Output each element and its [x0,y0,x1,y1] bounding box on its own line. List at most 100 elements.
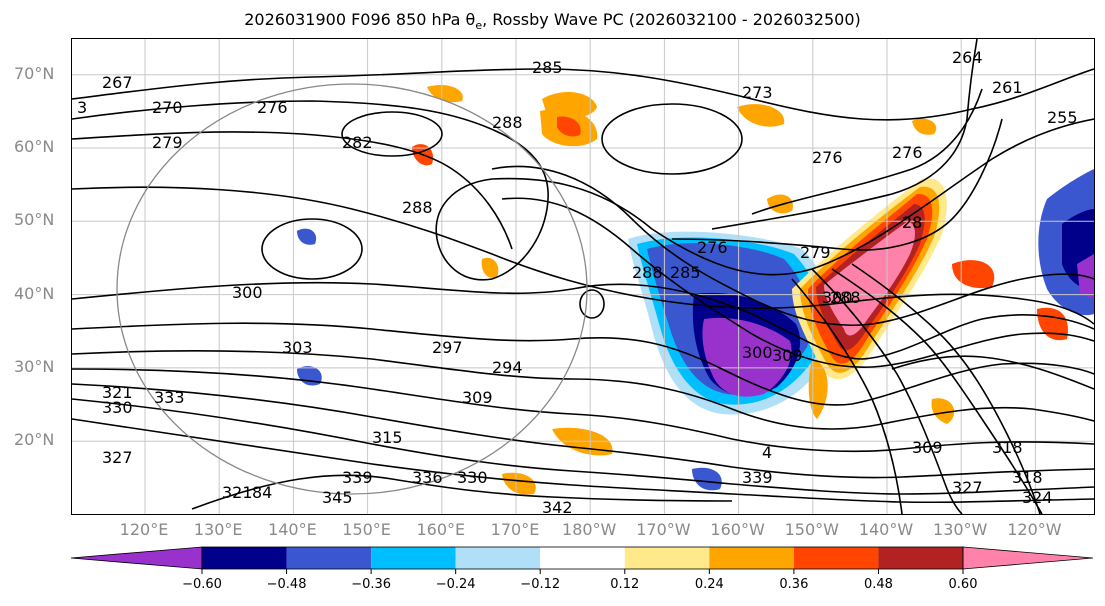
contour-label: 273 [742,83,773,102]
contour-line [501,197,1094,369]
lat-label: 50°N [14,210,55,230]
colorbar-band [371,547,456,569]
contour-line [891,355,1094,390]
contour-closed-low [601,103,743,175]
contour-line [711,39,978,230]
colorbar-tick-label: −0.24 [435,577,476,592]
contour-label: 28 [902,213,922,232]
lat-label: 40°N [14,283,55,303]
contour-label: 339 [742,468,773,487]
colorbar-tick-label: −0.12 [520,577,561,592]
contour-label: 330 [457,468,488,487]
lon-label: 170°E [490,520,540,539]
contour-label: 339 [342,468,373,487]
map-title: 2026031900 F096 850 hPa θe, Rossby Wave … [244,10,861,33]
contour-label: 270 [152,98,183,117]
contour-label: 276 [257,98,288,117]
contour-label: 264 [952,48,983,67]
patch-south-4 [931,398,955,424]
contour-label: 4 [762,443,772,462]
colorbar-extend-high [962,546,1094,570]
contour-label: 282 [342,133,373,152]
contour-closed-west [261,218,363,280]
lon-label: 120°E [119,520,169,539]
contour-closed-center [579,289,605,319]
contour-label: 318 [1012,468,1043,487]
contour-label: 3 [77,98,87,117]
contour-label: 321 [102,383,133,402]
contour-label: 324 [1022,488,1053,507]
anomaly-shading [297,84,1094,495]
contour-line [671,118,1003,251]
contour-line [851,263,1041,514]
patch-west-1 [427,84,463,103]
colorbar-band [455,547,541,569]
colorbar-extend-low [70,546,203,570]
lat-label: 70°N [14,63,55,83]
lon-label: 140°W [858,520,914,539]
lon-label: 160°E [416,520,466,539]
contour-label: 288 [492,113,523,132]
colorbar-band [540,547,625,569]
contour-line [72,100,1094,281]
lon-label: 120°W [1007,520,1062,539]
patch-central-2 [737,104,785,127]
lon-label: 130°W [933,520,988,539]
contour-line [72,383,1094,479]
patch-central-3 [912,118,937,135]
contour-label: 333 [154,388,185,407]
contour-label: 288 [402,198,433,217]
colorbar-outline [201,546,964,570]
lon-label: 150°W [784,520,839,539]
map-panel[interactable]: 285 270 267 276 279 288 3 282 288 276 273 264 261 28 2… [71,38,1095,515]
lat-label: 30°N [14,356,55,376]
negative-anomaly-purple [702,317,792,397]
lat-label: 20°N [14,430,55,450]
contour-line [791,278,903,514]
contour-line [831,268,1043,514]
colorbar-tick-label: 0.36 [779,577,809,592]
contour-label: 276 [697,238,728,257]
lon-label: 160°W [710,520,765,539]
contour-label: 288 [632,263,663,282]
patch-alaska-3 [557,116,581,137]
contour-line [72,186,1094,325]
contour-label: 84 [252,483,272,502]
patch-central-4 [767,194,793,214]
contour-label: 321 [222,483,253,502]
patch-south-2 [502,472,536,495]
colorbar-band [286,547,372,569]
lon-label: 170°W [636,520,691,539]
contour-label: 303 [282,338,313,357]
colorbar-tick-label: −0.36 [351,577,392,592]
patch-south-5 [1037,307,1068,341]
contour-label: 267 [102,73,133,92]
lon-label: 140°E [268,520,317,539]
colorbar-tick-label: −0.48 [266,577,307,592]
contour-label: 285 [670,263,701,282]
gridlines [72,39,1094,514]
contour-line [72,349,1094,430]
contour-line [751,88,983,215]
contour-line [191,474,733,510]
colorbar-tick-label: 0.60 [948,577,978,592]
contour-label: 309 [462,388,493,407]
contour-labels: 285 270 267 276 279 288 3 282 288 276 273 264 261 28 2… [77,48,1078,514]
patch-east-1 [952,260,995,289]
colorbar-band [624,547,710,569]
contour-label: 336 [412,468,443,487]
contour-label: 279 [800,243,831,262]
colorbar-band [709,547,794,569]
contour-label: 318 [992,438,1023,457]
contour-label: 309 [772,346,803,365]
contour-line [72,322,1094,406]
contour-label: 330 [102,398,133,417]
lon-label: 130°E [193,520,243,539]
colorbar-tick-label: 0.48 [863,577,893,592]
contour-label: 28 [902,213,922,232]
colorbar-tick-label: 0.12 [610,577,640,592]
colorbar-tick-label: −0.60 [182,577,222,592]
contour-label: 297 [432,338,463,357]
patch-blue-3 [692,467,722,491]
contour-line [72,368,1094,453]
